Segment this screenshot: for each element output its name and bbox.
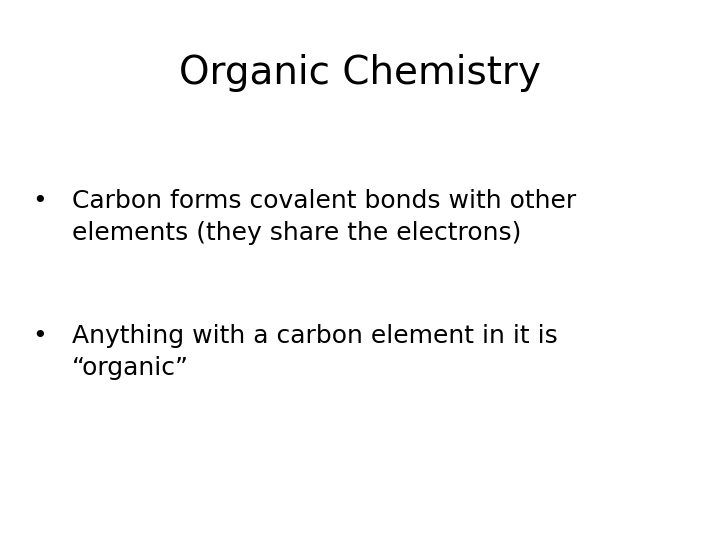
Text: Anything with a carbon element in it is
“organic”: Anything with a carbon element in it is …	[72, 324, 558, 380]
Text: Carbon forms covalent bonds with other
elements (they share the electrons): Carbon forms covalent bonds with other e…	[72, 189, 576, 245]
Text: •: •	[32, 189, 47, 213]
Text: •: •	[32, 324, 47, 348]
Text: Organic Chemistry: Organic Chemistry	[179, 54, 541, 92]
